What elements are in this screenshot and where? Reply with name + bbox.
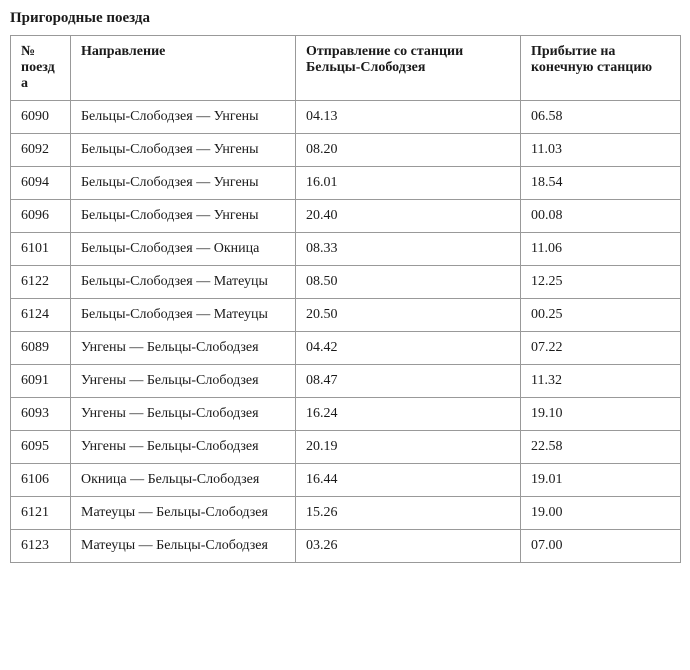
table-row: 6106Окница — Бельцы-Слободзея16.4419.01 [11, 464, 681, 497]
cell-direction: Бельцы-Слободзея — Унгены [71, 134, 296, 167]
cell-arrival: 00.25 [521, 299, 681, 332]
col-departure: Отправление со станции Бельцы-Слободзея [296, 36, 521, 101]
cell-arrival: 22.58 [521, 431, 681, 464]
cell-train-number: 6090 [11, 101, 71, 134]
table-header-row: № поезда Направление Отправление со стан… [11, 36, 681, 101]
col-direction: Направление [71, 36, 296, 101]
cell-direction: Унгены — Бельцы-Слободзея [71, 332, 296, 365]
cell-direction: Матеуцы — Бельцы-Слободзея [71, 497, 296, 530]
cell-train-number: 6095 [11, 431, 71, 464]
cell-departure: 08.47 [296, 365, 521, 398]
table-row: 6124Бельцы-Слободзея — Матеуцы20.5000.25 [11, 299, 681, 332]
table-row: 6096Бельцы-Слободзея — Унгены20.4000.08 [11, 200, 681, 233]
cell-arrival: 11.06 [521, 233, 681, 266]
cell-train-number: 6094 [11, 167, 71, 200]
cell-arrival: 11.32 [521, 365, 681, 398]
cell-train-number: 6106 [11, 464, 71, 497]
table-row: 6123Матеуцы — Бельцы-Слободзея03.2607.00 [11, 530, 681, 563]
cell-train-number: 6122 [11, 266, 71, 299]
cell-train-number: 6121 [11, 497, 71, 530]
cell-train-number: 6092 [11, 134, 71, 167]
col-train-number: № поезда [11, 36, 71, 101]
cell-train-number: 6101 [11, 233, 71, 266]
table-row: 6092Бельцы-Слободзея — Унгены08.2011.03 [11, 134, 681, 167]
cell-train-number: 6093 [11, 398, 71, 431]
cell-direction: Унгены — Бельцы-Слободзея [71, 398, 296, 431]
cell-train-number: 6123 [11, 530, 71, 563]
cell-arrival: 11.03 [521, 134, 681, 167]
cell-direction: Бельцы-Слободзея — Матеуцы [71, 266, 296, 299]
cell-direction: Бельцы-Слободзея — Унгены [71, 167, 296, 200]
cell-arrival: 18.54 [521, 167, 681, 200]
cell-departure: 04.13 [296, 101, 521, 134]
cell-train-number: 6124 [11, 299, 71, 332]
cell-direction: Бельцы-Слободзея — Матеуцы [71, 299, 296, 332]
cell-direction: Бельцы-Слободзея — Унгены [71, 101, 296, 134]
page-title: Пригородные поезда [10, 10, 680, 27]
cell-departure: 08.20 [296, 134, 521, 167]
table-row: 6090Бельцы-Слободзея — Унгены04.1306.58 [11, 101, 681, 134]
col-arrival: Прибытие на конечную станцию [521, 36, 681, 101]
table-row: 6089Унгены — Бельцы-Слободзея04.4207.22 [11, 332, 681, 365]
cell-direction: Матеуцы — Бельцы-Слободзея [71, 530, 296, 563]
cell-direction: Унгены — Бельцы-Слободзея [71, 431, 296, 464]
table-row: 6091Унгены — Бельцы-Слободзея08.4711.32 [11, 365, 681, 398]
cell-departure: 16.01 [296, 167, 521, 200]
cell-departure: 08.50 [296, 266, 521, 299]
schedule-table: № поезда Направление Отправление со стан… [10, 35, 681, 563]
table-row: 6095Унгены — Бельцы-Слободзея20.1922.58 [11, 431, 681, 464]
cell-arrival: 00.08 [521, 200, 681, 233]
cell-direction: Бельцы-Слободзея — Окница [71, 233, 296, 266]
cell-train-number: 6091 [11, 365, 71, 398]
cell-train-number: 6096 [11, 200, 71, 233]
cell-arrival: 06.58 [521, 101, 681, 134]
cell-departure: 08.33 [296, 233, 521, 266]
cell-arrival: 19.00 [521, 497, 681, 530]
cell-departure: 20.50 [296, 299, 521, 332]
cell-arrival: 19.10 [521, 398, 681, 431]
cell-departure: 20.40 [296, 200, 521, 233]
cell-departure: 16.44 [296, 464, 521, 497]
cell-departure: 15.26 [296, 497, 521, 530]
cell-arrival: 19.01 [521, 464, 681, 497]
table-row: 6122Бельцы-Слободзея — Матеуцы08.5012.25 [11, 266, 681, 299]
cell-departure: 04.42 [296, 332, 521, 365]
cell-arrival: 07.00 [521, 530, 681, 563]
cell-arrival: 07.22 [521, 332, 681, 365]
cell-arrival: 12.25 [521, 266, 681, 299]
table-row: 6093Унгены — Бельцы-Слободзея16.2419.10 [11, 398, 681, 431]
table-row: 6101Бельцы-Слободзея — Окница08.3311.06 [11, 233, 681, 266]
cell-departure: 16.24 [296, 398, 521, 431]
cell-direction: Унгены — Бельцы-Слободзея [71, 365, 296, 398]
cell-train-number: 6089 [11, 332, 71, 365]
cell-departure: 20.19 [296, 431, 521, 464]
cell-direction: Окница — Бельцы-Слободзея [71, 464, 296, 497]
cell-direction: Бельцы-Слободзея — Унгены [71, 200, 296, 233]
table-row: 6094Бельцы-Слободзея — Унгены16.0118.54 [11, 167, 681, 200]
table-row: 6121Матеуцы — Бельцы-Слободзея15.2619.00 [11, 497, 681, 530]
cell-departure: 03.26 [296, 530, 521, 563]
